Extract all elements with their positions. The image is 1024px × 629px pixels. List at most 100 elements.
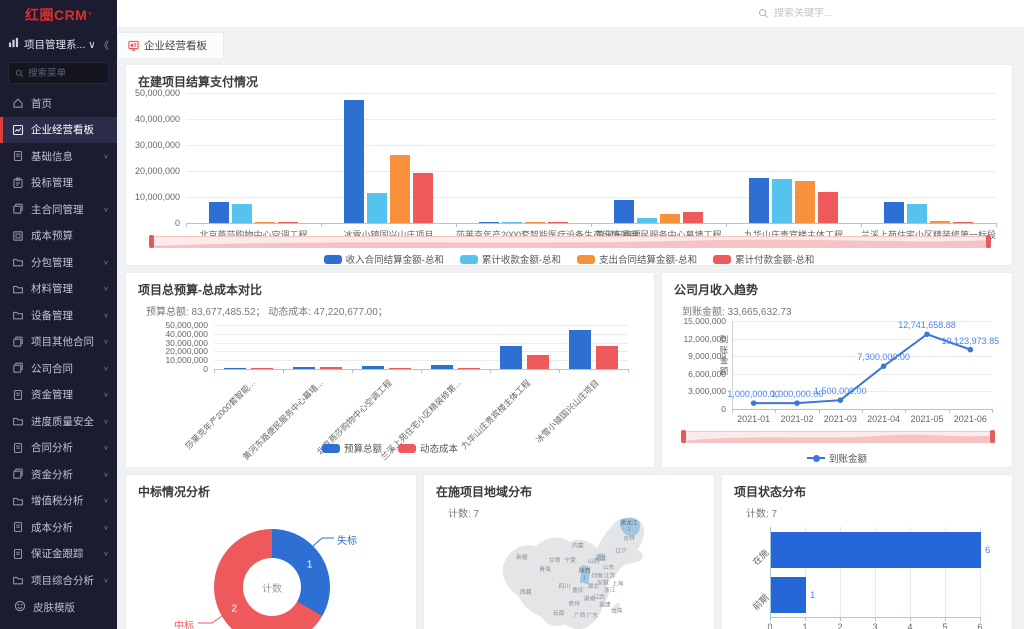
- bar-收入合同结算金额-总和: [209, 202, 229, 223]
- doc-icon: [12, 150, 24, 162]
- chart-subtitle: 预算总额: 83,677,485.52； 动态成本: 47,220,677.00…: [146, 307, 388, 318]
- bar-收入合同结算金额-总和: [884, 202, 904, 223]
- bar-前期: [771, 576, 806, 613]
- y-axis-label: 20,000,000: [134, 166, 180, 176]
- tab-dashboard[interactable]: 企业经营看板: [117, 32, 224, 58]
- sidebar-item-材料管理[interactable]: 材料管理 ∨: [0, 276, 117, 303]
- legend-label: 动态成本: [420, 444, 459, 455]
- sidebar-item-基础信息[interactable]: 基础信息 ∨: [0, 143, 117, 170]
- legend-label: 到账金额: [828, 454, 867, 465]
- sidebar-item-label: 成本预算: [31, 230, 73, 243]
- svg-text:黑龙江: 黑龙江: [620, 518, 638, 526]
- datazoom-right-handle[interactable]: [986, 235, 991, 248]
- legend-item-累计收款金额-总和[interactable]: 累计收款金额-总和: [459, 252, 561, 265]
- workspace-switcher[interactable]: 项目管理系... ∨ 《: [0, 30, 117, 58]
- chevron-down-icon: ∨: [103, 576, 109, 584]
- sidebar-item-资金管理[interactable]: 资金管理 ∨: [0, 382, 117, 409]
- x-axis-label: 0: [767, 622, 773, 629]
- legend-item-支出合同结算金额-总和[interactable]: 支出合同结算金额-总和: [577, 252, 697, 265]
- sidebar-item-label: 首页: [31, 97, 52, 110]
- legend-item-预算总额[interactable]: 预算总额: [321, 441, 382, 455]
- sidebar-item-label: 基础信息: [31, 150, 73, 163]
- svg-text:福建: 福建: [599, 601, 611, 609]
- x-axis-tick: [996, 223, 997, 227]
- datazoom-slider[interactable]: [149, 235, 991, 248]
- legend-item-到账金额[interactable]: 到账金额: [806, 451, 867, 465]
- brand-logo-text: 红圈CRM: [24, 7, 88, 23]
- chart-subtitle: 到账金额: 33,665,632.73: [682, 307, 792, 318]
- sidebar-item-label: 公司合同: [31, 362, 73, 375]
- chevron-down-icon: ∨: [103, 550, 109, 558]
- sidebar-footer-label[interactable]: 皮肤模版: [33, 601, 75, 614]
- sidebar-item-进度质量安全[interactable]: 进度质量安全 ∨: [0, 408, 117, 435]
- sidebar-item-主合同管理[interactable]: 主合同管理 ∨: [0, 196, 117, 223]
- x-axis-tick: [840, 617, 841, 621]
- svg-text:江西: 江西: [593, 594, 605, 601]
- datazoom-left-handle[interactable]: [681, 430, 686, 443]
- svg-text:云南: 云南: [553, 609, 565, 617]
- donut-center: 计数: [243, 558, 301, 616]
- sidebar-item-投标管理[interactable]: 投标管理: [0, 170, 117, 197]
- sidebar-item-分包管理[interactable]: 分包管理 ∨: [0, 249, 117, 276]
- card-status-chart: 项目状态分布 计数: 7 0 1 2 3 4 5 6 6 在施 1 前期: [721, 474, 1013, 629]
- gridline: [214, 351, 628, 353]
- sidebar-item-设备管理[interactable]: 设备管理 ∨: [0, 302, 117, 329]
- sidebar-item-成本分析[interactable]: 成本分析 ∨: [0, 514, 117, 541]
- brand-logo: 红圈CRM °: [0, 0, 117, 30]
- y-axis-label: 0: [721, 404, 726, 414]
- chart-legend: 预算总额 动态成本: [126, 441, 654, 455]
- gridline: [732, 321, 992, 322]
- svg-text:四川: 四川: [559, 583, 571, 590]
- skin-icon: [14, 600, 26, 615]
- x-axis-label: 2: [837, 622, 843, 629]
- svg-text:广东: 广东: [587, 611, 599, 619]
- y-axis-label: 3,000,000: [688, 386, 726, 397]
- sidebar-collapse-icon[interactable]: 《: [99, 40, 109, 52]
- topbar-search[interactable]: [758, 8, 884, 19]
- x-axis-tick: [321, 223, 322, 227]
- svg-text:山西: 山西: [588, 557, 600, 565]
- category-label: 九华山庄贵宾楼主体工程: [743, 230, 843, 240]
- sidebar-search-input[interactable]: [28, 67, 108, 79]
- main-content: 在建项目结算支付情况 50,000,000 40,000,000 30,000,00…: [117, 58, 1024, 629]
- sidebar-skin-template[interactable]: 皮肤模版: [0, 585, 117, 629]
- legend-item-动态成本[interactable]: 动态成本: [398, 441, 458, 455]
- sidebar-item-企业经营看板[interactable]: 企业经营看板: [0, 116, 117, 143]
- svg-text:广西: 广西: [574, 611, 586, 619]
- bar-收入合同结算金额-总和: [479, 222, 499, 223]
- folder-icon: [12, 415, 24, 427]
- sidebar-menu: 首页 企业经营看板 基础信息 ∨ 投标管理 主合同管理 ∨ 成本预算 分包管理 ∨ 材料管理 ∨ 设备管…: [0, 90, 117, 585]
- svg-text:湖南: 湖南: [584, 595, 596, 603]
- datazoom-right-handle[interactable]: [990, 430, 995, 443]
- gridline: [875, 527, 876, 617]
- sidebar-item-成本预算[interactable]: 成本预算: [0, 223, 117, 250]
- pie-label-失标: 失标: [337, 536, 357, 547]
- legend-item-累计付款金额-总和[interactable]: 累计付款金额-总和: [713, 252, 815, 266]
- bar-动态成本: [251, 368, 273, 369]
- sidebar-item-项目其他合同[interactable]: 项目其他合同 ∨: [0, 329, 117, 356]
- legend-label: 预算总额: [343, 444, 382, 455]
- sidebar-item-项目综合分析[interactable]: 项目综合分析 ∨: [0, 567, 117, 585]
- workspace-label[interactable]: 项目管理系... ∨: [24, 38, 94, 51]
- x-axis-tick: [775, 409, 777, 413]
- x-axis-tick: [861, 223, 862, 227]
- legend-label: 累计付款金额-总和: [735, 255, 815, 266]
- sidebar-item-资金分析[interactable]: 资金分析 ∨: [0, 461, 117, 488]
- x-axis-tick: [818, 409, 820, 413]
- sidebar-item-公司合同[interactable]: 公司合同 ∨: [0, 355, 117, 382]
- y-axis-label: 10,000,000: [134, 192, 180, 202]
- y-axis-label: 50,000,000: [165, 320, 208, 330]
- sidebar-item-合同分析[interactable]: 合同分析 ∨: [0, 435, 117, 462]
- legend-swatch: [459, 254, 478, 264]
- sidebar-search[interactable]: [8, 62, 109, 84]
- datazoom-slider[interactable]: [681, 430, 995, 443]
- x-axis-tick: [490, 369, 491, 373]
- bar-累计付款金额-总和: [413, 173, 433, 223]
- gridline: [214, 333, 628, 335]
- datazoom-left-handle[interactable]: [149, 235, 154, 248]
- sidebar-item-首页[interactable]: 首页: [0, 90, 117, 117]
- sidebar-item-增值税分析[interactable]: 增值税分析 ∨: [0, 488, 117, 515]
- sidebar-item-保证金跟踪[interactable]: 保证金跟踪 ∨: [0, 541, 117, 568]
- legend-item-收入合同结算金额-总和[interactable]: 收入合同结算金额-总和: [323, 252, 444, 265]
- topbar-search-input[interactable]: [774, 8, 884, 19]
